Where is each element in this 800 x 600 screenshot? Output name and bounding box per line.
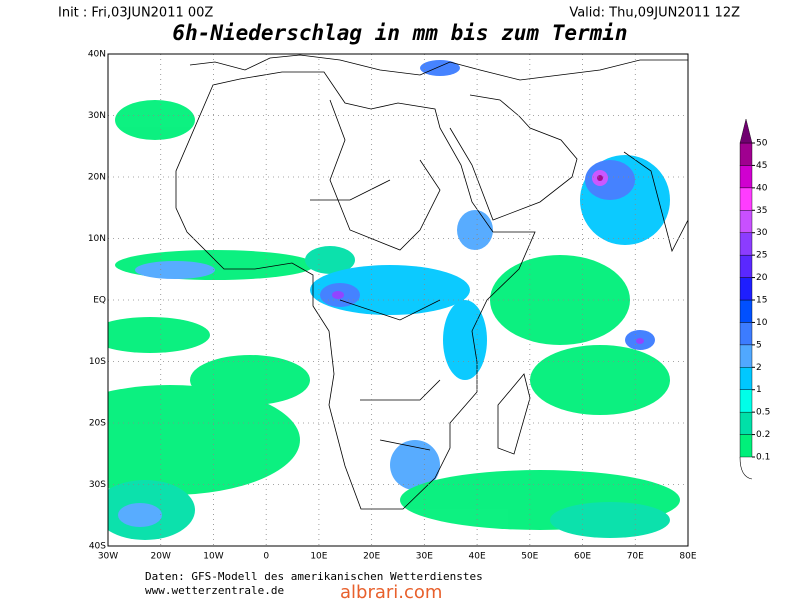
lon-tick-label: 70E (627, 552, 644, 562)
lon-tick-label: 60E (574, 552, 591, 562)
colorbar-label: 1 (756, 385, 762, 395)
colorbar-label: 0.1 (756, 453, 770, 463)
lon-tick-label: 10W (203, 552, 223, 562)
valid-label: Valid: Thu,09JUN2011 12Z (569, 6, 740, 21)
colorbar-cell (739, 411, 753, 435)
colorbar-label: 50 (756, 139, 768, 149)
map-frame (107, 53, 689, 547)
map-title: 6h-Niederschlag in mm bis zum Termin (172, 21, 627, 45)
lat-tick-label: 40N (88, 50, 106, 60)
lat-tick-label: 10S (89, 357, 106, 367)
colorbar-cell (739, 322, 753, 346)
colorbar-cell (739, 389, 753, 413)
lon-tick-label: 30E (416, 552, 433, 562)
colorbar-cell (739, 142, 753, 166)
lon-tick-label: 20W (151, 552, 171, 562)
colorbar-label: 5 (756, 340, 762, 350)
coastlines (175, 54, 688, 510)
lat-tick-label: 10N (88, 234, 106, 244)
colorbar-label: 0.2 (756, 430, 770, 440)
colorbar-cell (739, 277, 753, 301)
precipitation (108, 60, 680, 540)
colorbar-cap (739, 118, 753, 144)
lon-tick-label: 30W (98, 552, 118, 562)
lon-tick-label: 40E (469, 552, 486, 562)
lon-tick-label: 10E (310, 552, 327, 562)
lat-tick-label: 40S (89, 542, 106, 552)
colorbar-label: 20 (756, 273, 768, 283)
colorbar-label: 30 (756, 228, 768, 238)
colorbar-label: 0.5 (756, 408, 770, 418)
lat-tick-label: 30S (89, 480, 106, 490)
colorbar-cell (739, 232, 753, 256)
lon-tick-label: 0 (263, 552, 269, 562)
colorbar-label: 45 (756, 161, 767, 171)
url-label: www.wetterzentrale.de (145, 584, 284, 597)
colorbar-cell (739, 344, 753, 368)
colorbar-label: 15 (756, 296, 767, 306)
axis-labels: 30W 20W 10W 0 10E 20E 30E 40E 50E 60E 70E 80E 40N 30N… (88, 50, 697, 562)
colorbar-cell (739, 187, 753, 211)
colorbar-cell (739, 254, 753, 278)
lat-tick-label: EQ (93, 296, 106, 306)
colorbar-label: 2 (756, 363, 762, 373)
source-label: Daten: GFS-Modell des amerikanischen Wet… (145, 570, 483, 583)
colorbar-label: 10 (756, 318, 768, 328)
lat-tick-label: 20N (88, 173, 106, 183)
lon-tick-label: 20E (363, 552, 380, 562)
colorbar-label: 25 (756, 251, 767, 261)
init-label: Init : Fri,03JUN2011 00Z (58, 6, 213, 21)
colorbar-cell (739, 165, 753, 189)
colorbar-label: 35 (756, 206, 767, 216)
colorbar-cell (739, 434, 753, 458)
watermark: albrari.com (340, 582, 442, 600)
colorbar-tail (739, 456, 753, 480)
colorbar-cell (739, 299, 753, 323)
lat-tick-label: 20S (89, 419, 106, 429)
colorbar-label: 40 (756, 183, 768, 193)
lat-tick-label: 30N (88, 111, 106, 121)
colorbar-cell (739, 210, 753, 233)
lon-tick-label: 50E (521, 552, 538, 562)
colorbar-cell (739, 367, 753, 390)
lon-tick-label: 80E (679, 552, 696, 562)
graticule (108, 54, 688, 546)
map-area (108, 54, 688, 546)
